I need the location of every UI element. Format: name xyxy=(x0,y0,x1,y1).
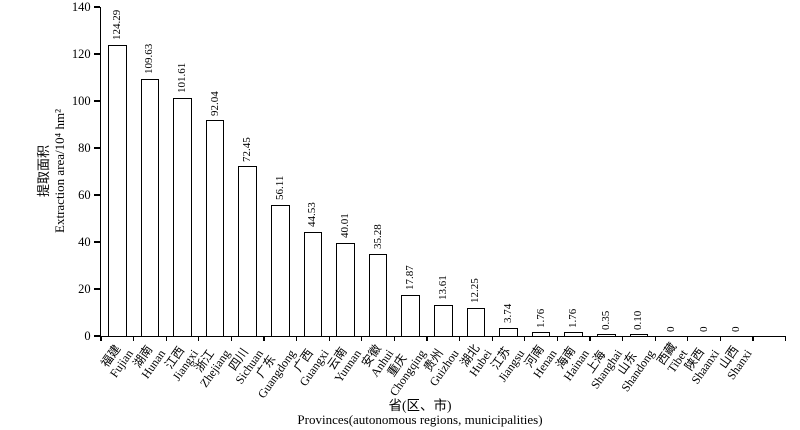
x-axis-title-en: Provinces(autonomous regions, municipali… xyxy=(297,412,543,427)
y-axis-line xyxy=(99,7,101,338)
x-tick xyxy=(687,337,689,342)
bar xyxy=(564,332,583,337)
y-tick-label: 80 xyxy=(78,141,91,155)
bar-value-label: 13.61 xyxy=(436,275,449,301)
x-tick xyxy=(654,337,656,342)
x-tick xyxy=(426,337,428,342)
bar xyxy=(303,231,323,337)
bar-value-label: 72.45 xyxy=(241,137,254,162)
bar xyxy=(368,253,388,337)
y-tick-label: 20 xyxy=(78,282,91,296)
y-tick xyxy=(93,147,100,149)
bar xyxy=(238,166,257,337)
bar xyxy=(499,327,518,337)
x-tick xyxy=(491,337,493,342)
bar-value-label: 92.04 xyxy=(208,90,221,116)
x-tick xyxy=(393,337,396,342)
bar-value-label: 1.76 xyxy=(534,308,547,328)
y-tick xyxy=(93,335,100,337)
x-tick xyxy=(556,337,559,342)
x-tick xyxy=(230,337,233,342)
bar xyxy=(597,334,616,337)
bar xyxy=(629,334,649,337)
bar-value-label: 17.87 xyxy=(404,265,417,291)
x-tick xyxy=(198,337,200,342)
bar-value-label: 0 xyxy=(665,326,677,333)
x-tick xyxy=(100,337,102,342)
x-tick xyxy=(752,337,754,342)
x-tick xyxy=(719,337,722,342)
bar-value-label: 124.29 xyxy=(110,9,123,40)
y-tick xyxy=(93,100,100,102)
bar xyxy=(336,242,355,337)
bar-value-label: 3.74 xyxy=(502,303,514,324)
bar xyxy=(271,204,290,337)
x-tick xyxy=(589,337,591,342)
bar xyxy=(466,307,486,337)
bar-value-label: 0 xyxy=(730,326,743,333)
x-tick xyxy=(784,337,787,342)
y-axis-title-en: Extraction area/10⁴ hm² xyxy=(52,109,67,233)
y-tick-label: 40 xyxy=(78,235,91,249)
x-category-label: 湖北 Hubei xyxy=(456,340,495,380)
bar-value-label: 44.53 xyxy=(306,202,319,228)
x-tick xyxy=(328,337,330,342)
bar xyxy=(434,304,453,337)
y-tick-label: 60 xyxy=(78,188,91,202)
x-category-label: 山西 Shanxi xyxy=(715,340,756,383)
bar-value-label: 12.25 xyxy=(469,278,482,304)
bar xyxy=(531,332,551,337)
x-tick xyxy=(295,337,298,342)
y-tick-label: 100 xyxy=(71,94,91,108)
y-tick-label: 120 xyxy=(71,47,91,61)
bar xyxy=(173,97,192,337)
y-tick-label: 0 xyxy=(84,329,91,343)
y-tick xyxy=(93,194,100,196)
bar xyxy=(205,120,225,337)
bar xyxy=(140,78,160,337)
y-axis-title-zh: 提取面积 xyxy=(35,144,51,198)
y-tick-label: 140 xyxy=(71,0,91,14)
bar-value-label: 0.10 xyxy=(632,310,645,330)
bar-value-label: 101.61 xyxy=(176,62,188,94)
y-tick xyxy=(93,6,100,8)
x-axis-title: 省(区、市) Provinces(autonomous regions, mun… xyxy=(297,399,542,427)
x-tick xyxy=(132,337,135,342)
x-tick xyxy=(621,337,624,342)
x-tick xyxy=(458,337,461,342)
bar-value-label: 56.11 xyxy=(273,175,286,201)
x-tick xyxy=(361,337,363,342)
bar-value-label: 40.01 xyxy=(339,213,351,238)
bar-value-label: 1.76 xyxy=(567,308,580,328)
bar-value-label: 35.28 xyxy=(371,224,384,250)
bar xyxy=(401,294,420,337)
x-tick xyxy=(263,337,265,342)
x-tick xyxy=(165,337,167,342)
bar-value-label: 109.63 xyxy=(143,44,156,75)
y-axis-title: 提取面积 Extraction area/10⁴ hm² xyxy=(36,109,69,233)
bar-value-label: 0.35 xyxy=(599,310,612,330)
y-tick xyxy=(93,241,100,243)
bar xyxy=(108,44,127,337)
x-axis-title-zh: 省(区、市) xyxy=(388,398,452,413)
bar-value-label: 0 xyxy=(697,326,710,333)
y-tick xyxy=(93,53,100,55)
x-tick xyxy=(524,337,526,342)
y-tick xyxy=(93,288,100,290)
x-category-label: 贵州 Guizhou xyxy=(417,340,463,390)
